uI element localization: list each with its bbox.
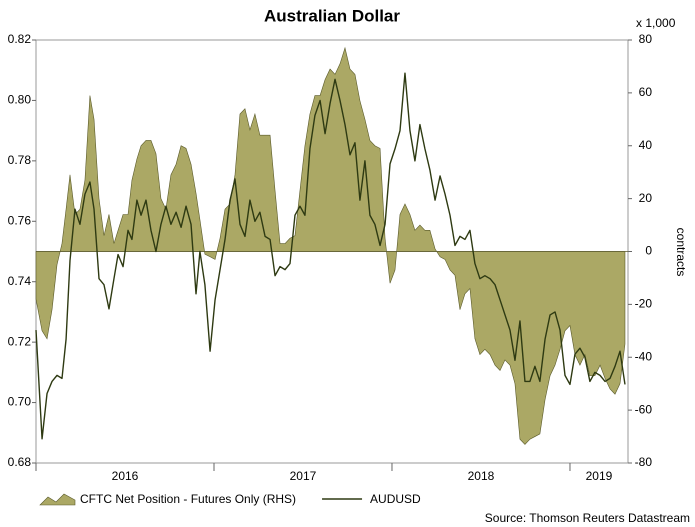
- y2-tick-label: 20: [639, 191, 653, 205]
- y-tick-label: 0.70: [8, 395, 32, 409]
- y2-tick-label: -20: [635, 297, 653, 311]
- y2-unit-label: x 1,000: [636, 16, 676, 30]
- y-tick-label: 0.78: [8, 153, 32, 167]
- x-tick-label: 2017: [290, 469, 317, 483]
- source: Source: Thomson Reuters Datastream: [485, 511, 690, 525]
- y-tick-label: 0.72: [8, 334, 32, 348]
- y2-tick-label: 0: [645, 244, 652, 258]
- y2-tick-label: -40: [635, 349, 653, 363]
- y2-tick-label: 40: [639, 138, 653, 152]
- y2-tick-label: -80: [635, 455, 653, 469]
- y-tick-label: 0.80: [8, 93, 32, 107]
- legend-label: CFTC Net Position - Futures Only (RHS): [80, 492, 296, 506]
- legend-label: AUDUSD: [370, 492, 421, 506]
- y-tick-label: 0.74: [8, 274, 32, 288]
- x-tick-label: 2016: [112, 469, 139, 483]
- y-tick-label: 0.82: [8, 32, 32, 46]
- line: [35, 72, 626, 440]
- x-tick-label: 2019: [586, 469, 613, 483]
- y-tick-label: 0.76: [8, 213, 32, 227]
- y2-tick-label: -60: [635, 402, 653, 416]
- chart-title: Australian Dollar: [264, 6, 400, 25]
- y2-tick-label: 60: [639, 85, 653, 99]
- legend-swatch: [39, 493, 76, 506]
- y2-axis-label: contracts: [674, 228, 688, 277]
- x-tick-label: 2018: [468, 469, 495, 483]
- area: [35, 46, 626, 445]
- y-tick-label: 0.68: [8, 455, 32, 469]
- y2-tick-label: 80: [639, 32, 653, 46]
